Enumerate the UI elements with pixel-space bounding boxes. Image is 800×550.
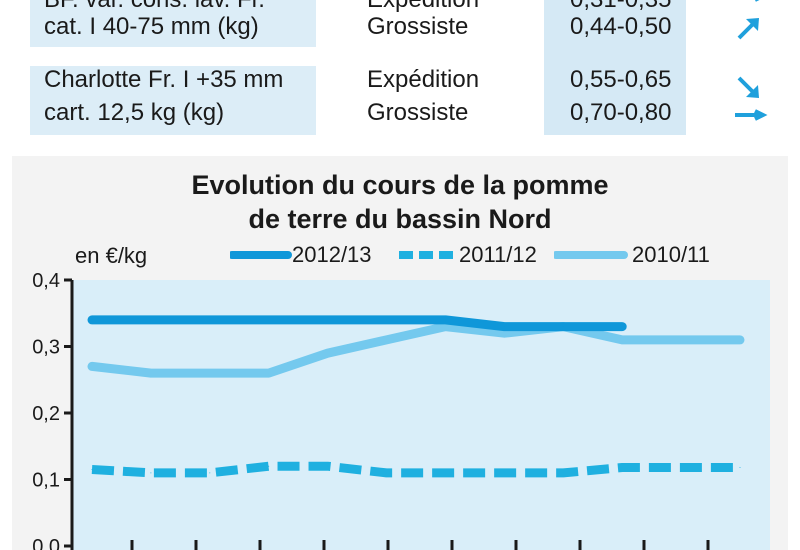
data-point [503, 332, 505, 334]
market-label: Expédition [367, 66, 480, 93]
falling-arrow-icon [737, 76, 759, 98]
data-point [444, 319, 446, 321]
legend-label: 2011/12 [459, 242, 537, 267]
data-point [503, 472, 505, 474]
data-point [209, 472, 211, 474]
price-range: 0,55-0,65 [570, 66, 672, 93]
steady-arrow-icon [755, 0, 760, 2]
data-point [386, 339, 388, 341]
market-label: Grossiste [367, 99, 469, 126]
data-point [621, 326, 623, 328]
data-point [444, 326, 446, 328]
data-point [268, 319, 270, 321]
legend-label: 2010/11 [632, 242, 710, 267]
y-tick-label: 0,3 [32, 337, 60, 359]
y-tick-label: 0,4 [32, 270, 60, 292]
price-table: BF. var. cons. lav. Fr. cat. I 40-75 mm … [0, 0, 800, 150]
data-point [327, 352, 329, 354]
data-point [150, 472, 152, 474]
y-tick-label: 0,2 [32, 403, 60, 425]
y-tick-label: 0,1 [32, 470, 60, 492]
legend-swatch [399, 251, 455, 259]
data-point [268, 372, 270, 374]
data-point [209, 319, 211, 321]
data-point [680, 467, 682, 469]
data-point [562, 326, 564, 328]
product-name: cart. 12,5 kg (kg) [44, 99, 225, 126]
price-range: 0,44-0,50 [570, 13, 672, 40]
data-point [621, 467, 623, 469]
data-point [621, 339, 623, 341]
data-point [444, 472, 446, 474]
rising-arrow-icon [737, 18, 759, 40]
data-point [327, 465, 329, 467]
series-line-2011-12 [91, 461, 740, 478]
steady-arrow-icon [735, 109, 768, 121]
legend-label: 2012/13 [292, 242, 372, 267]
series-line-2010-11 [87, 322, 745, 378]
plot-area [72, 280, 770, 550]
data-point [503, 326, 505, 328]
data-point [739, 339, 741, 341]
legend-swatch [554, 251, 628, 259]
y-tick-label: 0,0 [32, 536, 60, 550]
line-chart: 0,0 0,1 0,2 0,3 0,4 [32, 270, 770, 550]
product-name: Charlotte Fr. I +35 mm [44, 66, 284, 93]
data-point [680, 339, 682, 341]
product-name: BF. var. cons. lav. Fr. [44, 0, 265, 16]
market-label: Expédition [367, 0, 479, 16]
product-name: cat. I 40-75 mm (kg) [44, 13, 259, 40]
data-point [386, 319, 388, 321]
data-point [209, 372, 211, 374]
data-point [150, 319, 152, 321]
data-point [327, 319, 329, 321]
data-point [562, 472, 564, 474]
price-column-bg [544, 0, 686, 135]
data-point [91, 319, 93, 321]
chart-title: de terre du bassin Nord [248, 204, 552, 234]
legend-swatch [230, 251, 292, 259]
table-row-bg [30, 66, 316, 135]
data-point [91, 469, 93, 471]
data-point [386, 472, 388, 474]
price-range: 0,70-0,80 [570, 99, 672, 126]
series-line-2012-13 [87, 315, 627, 332]
data-point [91, 365, 93, 367]
data-point [739, 467, 741, 469]
price-range: 0,31-0,35 [570, 0, 671, 16]
y-axis-label: en €/kg [75, 243, 148, 268]
chart-title: Evolution du cours de la pomme [191, 170, 609, 200]
chart-panel: Evolution du cours de la pomme de terre … [12, 156, 788, 550]
table-row-bg [30, 0, 316, 47]
data-point [268, 465, 270, 467]
market-label: Grossiste [367, 13, 469, 40]
data-point [150, 372, 152, 374]
